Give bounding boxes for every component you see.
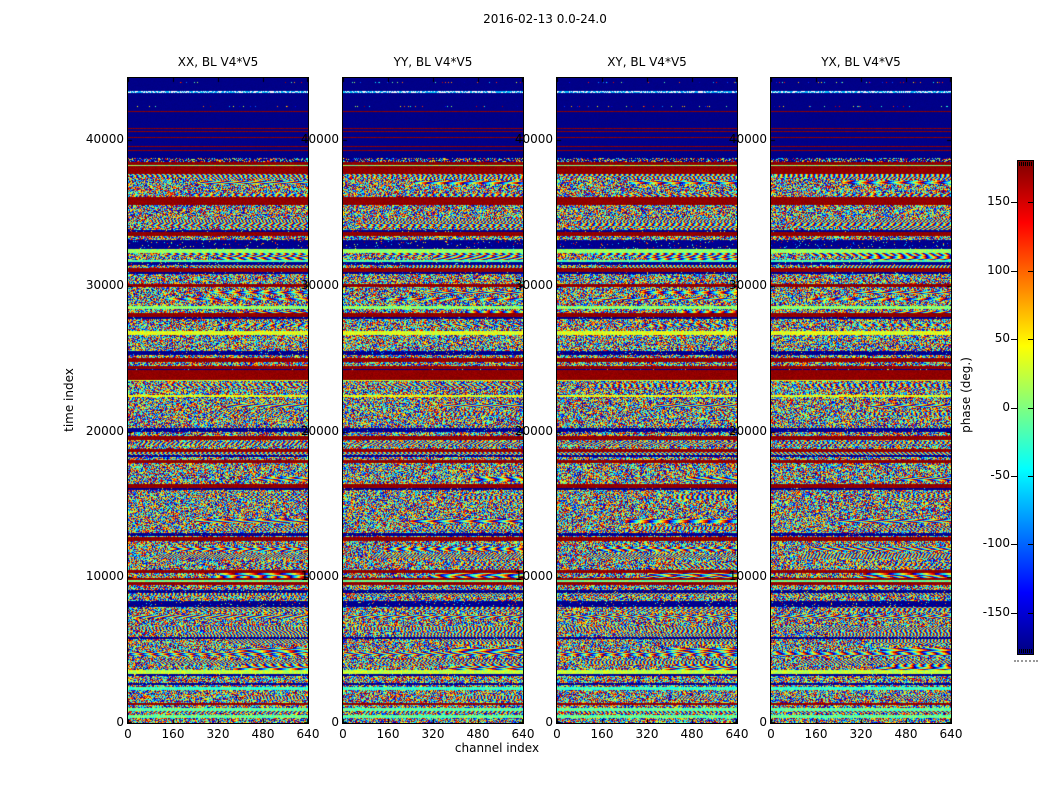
colorbar-end-hatch	[1021, 649, 1022, 653]
y-tick-label: 0	[545, 715, 553, 729]
colorbar-end-hatch	[1019, 162, 1020, 166]
colorbar-tick-mark	[1011, 612, 1018, 614]
panel-title-3: XY, BL V4*V5	[607, 55, 687, 69]
colorbar-end-hatch	[1031, 162, 1032, 166]
colorbar-tick-label: 0	[1002, 399, 1010, 414]
colorbar-tick-label: 50	[994, 331, 1010, 346]
colorbar-gradient	[1018, 161, 1033, 654]
colorbar-tick-mark	[1011, 339, 1018, 341]
y-tick-label: 30000	[300, 277, 339, 292]
colorbar-end-hatch	[1027, 162, 1028, 166]
colorbar-end-hatch	[1023, 162, 1024, 166]
x-tick-label: 160	[376, 727, 400, 741]
y-tick-label: 30000	[514, 277, 553, 292]
y-tick-label: 40000	[728, 132, 767, 146]
colorbar-tick-mark	[1011, 270, 1018, 272]
x-tick-label: 160	[590, 727, 614, 741]
panel-2	[342, 77, 524, 724]
y-tick-label: 40000	[85, 132, 124, 146]
x-tick-label: 320	[206, 727, 230, 741]
y-tick-label: 0	[331, 715, 339, 729]
x-tick-label: 640	[725, 727, 749, 741]
panel-4	[770, 77, 952, 724]
y-tick-label: 40000	[300, 132, 339, 146]
panel-title-2: YY, BL V4*V5	[393, 55, 473, 69]
x-tick-label: 480	[894, 727, 918, 741]
colorbar-end-hatch	[1025, 162, 1026, 166]
x-tick-label: 160	[161, 727, 185, 741]
colorbar-tick-mark	[1028, 612, 1033, 614]
x-tick-label: 480	[466, 727, 490, 741]
colorbar-end-hatch	[1029, 649, 1030, 653]
heatmap-canvas-4	[771, 78, 951, 723]
y-tick-label: 20000	[300, 423, 339, 438]
colorbar-end-hatch	[1031, 649, 1032, 653]
colorbar-tick-label: 150	[987, 194, 1010, 209]
colorbar-tick-mark	[1011, 407, 1018, 409]
x-tick-label: 480	[680, 727, 704, 741]
panel-title-4: YX, BL V4*V5	[821, 55, 901, 69]
colorbar-tick-mark	[1011, 202, 1018, 204]
colorbar-end-hatch	[1025, 649, 1026, 653]
x-tick-label: 320	[635, 727, 659, 741]
panel-title-1: XX, BL V4*V5	[177, 55, 259, 69]
colorbar-end-hatch	[1029, 162, 1030, 166]
x-tick-label: 0	[767, 727, 775, 741]
colorbar-end-hatch	[1023, 649, 1024, 653]
x-tick-label: 0	[124, 727, 132, 741]
colorbar-end-hatch	[1021, 162, 1022, 166]
colorbar-end-hatch	[1027, 649, 1028, 653]
x-tick-label: 640	[511, 727, 535, 741]
y-tick-label: 20000	[728, 423, 767, 438]
colorbar-dotted-line	[1014, 660, 1038, 662]
colorbar-label: phase (deg.)	[959, 357, 973, 433]
colorbar-tick-mark	[1028, 544, 1033, 546]
x-tick-label: 320	[421, 727, 445, 741]
colorbar-tick-mark	[1028, 270, 1033, 272]
colorbar-tick-label: -150	[982, 604, 1010, 619]
colorbar-tick-mark	[1011, 544, 1018, 546]
y-tick-label: 10000	[728, 569, 767, 584]
y-tick-label: 20000	[514, 423, 553, 438]
colorbar-tick-label: -50	[990, 467, 1010, 482]
heatmap-canvas-2	[343, 78, 523, 723]
x-tick-label: 0	[339, 727, 347, 741]
colorbar-tick-mark	[1028, 407, 1033, 409]
colorbar-tick-label: -100	[982, 536, 1010, 551]
x-tick-label: 0	[553, 727, 561, 741]
colorbar-end-hatch	[1019, 649, 1020, 653]
panel-3	[556, 77, 738, 724]
colorbar-tick-mark	[1028, 202, 1033, 204]
y-tick-label: 10000	[514, 569, 553, 584]
x-tick-label: 480	[251, 727, 275, 741]
y-tick-label: 0	[116, 715, 124, 729]
x-tick-label: 160	[804, 727, 828, 741]
y-tick-label: 30000	[85, 277, 124, 292]
y-tick-label: 10000	[300, 569, 339, 584]
y-tick-label: 30000	[728, 277, 767, 292]
colorbar-tick-label: 100	[987, 262, 1010, 277]
y-tick-label: 20000	[85, 423, 124, 438]
figure-title: 2016-02-13 0.0-24.0	[483, 12, 607, 26]
colorbar-tick-mark	[1011, 475, 1018, 477]
y-tick-label: 10000	[85, 569, 124, 584]
y-tick-label: 0	[759, 715, 767, 729]
colorbar-tick-mark	[1028, 475, 1033, 477]
y-axis-label: time index	[62, 368, 76, 432]
x-tick-label: 320	[849, 727, 873, 741]
x-tick-label: 640	[939, 727, 963, 741]
x-tick-label: 640	[296, 727, 320, 741]
x-axis-label: channel index	[454, 741, 540, 755]
heatmap-canvas-3	[557, 78, 737, 723]
heatmap-canvas-1	[128, 78, 308, 723]
y-tick-label: 40000	[514, 132, 553, 146]
colorbar-tick-mark	[1028, 339, 1033, 341]
panel-1	[127, 77, 309, 724]
